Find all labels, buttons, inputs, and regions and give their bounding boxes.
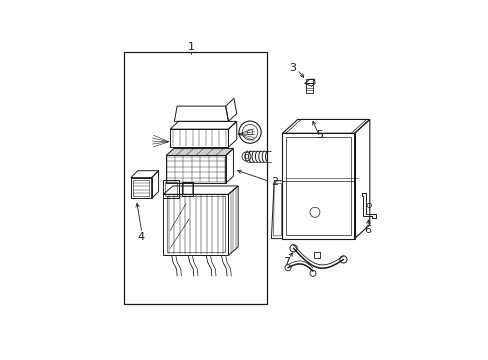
Text: 2: 2 xyxy=(271,177,278,187)
Text: 3: 3 xyxy=(289,63,296,73)
Text: 5: 5 xyxy=(316,130,323,140)
Bar xyxy=(124,51,267,304)
Text: 7: 7 xyxy=(283,257,289,267)
Text: 4: 4 xyxy=(137,232,144,242)
Text: 6: 6 xyxy=(364,225,370,235)
Bar xyxy=(305,79,312,83)
Bar xyxy=(313,252,320,258)
Text: 1: 1 xyxy=(187,42,194,52)
